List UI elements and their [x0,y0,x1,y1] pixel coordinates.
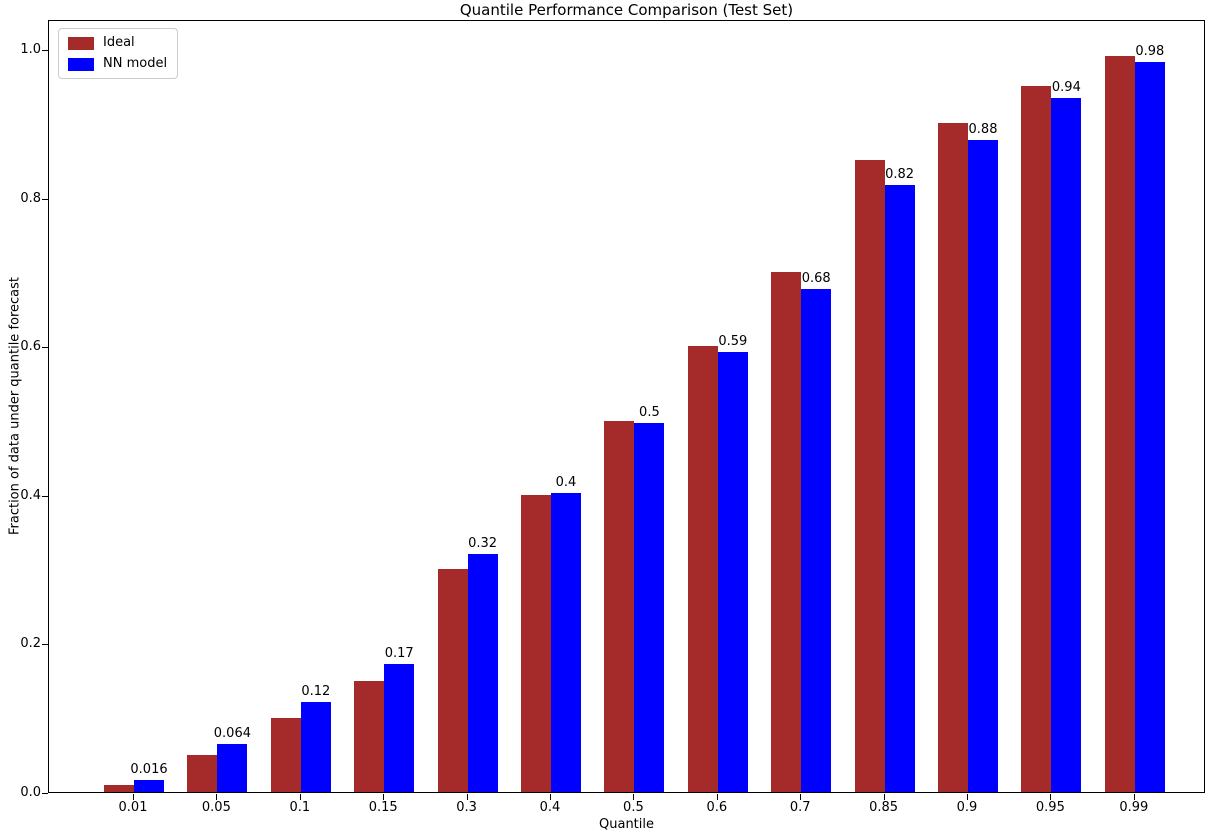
x-tick-mark [633,794,635,800]
x-tick-mark [299,794,301,800]
bar-ideal [771,271,802,792]
bar-value-label: 0.94 [1051,80,1081,96]
x-tick-mark [716,794,718,800]
bar-value-label: 0.32 [468,536,498,552]
x-tick-mark [1050,794,1052,800]
bar-nn-model [634,422,665,792]
x-tick-label: 0.7 [789,800,811,815]
bar-ideal [938,123,968,792]
x-tick-label: 0.15 [368,800,398,815]
bar-ideal [687,346,718,792]
x-tick-label: 0.5 [623,800,644,815]
bar-nn-model [1051,98,1082,792]
y-tick-mark [42,347,48,349]
bar-ideal [521,494,551,792]
bar-value-label: 0.68 [801,271,831,286]
bar-nn-model [1134,62,1165,792]
bar-value-label: 0.4 [555,474,577,490]
bar-value-label: 0.98 [1135,44,1165,60]
x-tick-label: 0.3 [456,800,477,815]
x-tick-mark [216,794,218,800]
x-axis-label: Quantile [599,817,654,832]
y-tick-label: 0.4 [20,487,41,503]
bar-value-label: 0.5 [639,404,660,420]
bar-value-label: 0.064 [213,725,251,741]
bar-ideal [187,754,218,792]
bar-value-label: 0.59 [718,334,748,350]
y-tick-mark [42,793,48,794]
bar-nn-model [884,184,915,792]
y-tick-label: 0.0 [20,785,41,800]
bar-value-label: 0.12 [301,684,331,700]
x-tick-label: 0.6 [706,800,728,815]
bar-nn-model [384,664,415,792]
bar-ideal [437,569,468,792]
chart-title: Quantile Performance Comparison (Test Se… [459,1,794,19]
bar-ideal [604,420,635,792]
legend-swatch-nn-model [68,57,94,71]
legend-label-ideal: Ideal [103,35,135,50]
x-tick-label: 0.9 [956,800,978,815]
bar-ideal [854,160,885,792]
y-tick-mark [42,50,48,51]
bar-nn-model [217,743,248,792]
bar-value-label: 0.82 [885,166,915,182]
x-tick-mark [466,794,468,800]
bar-nn-model [467,554,498,792]
bar-ideal [270,717,301,792]
legend: Ideal NN model [58,28,179,79]
y-tick-mark [42,198,48,200]
y-tick-mark [42,495,48,497]
bar-nn-model [134,780,164,792]
bar-ideal [1104,56,1135,792]
legend-label-nn-model: NN model [103,56,168,71]
x-tick-label: 0.99 [1119,800,1149,815]
x-tick-mark [383,794,385,800]
x-tick-mark [800,794,802,800]
x-tick-label: 0.95 [1035,800,1065,815]
bar-nn-model [717,352,748,792]
x-tick-label: 0.85 [869,800,899,815]
legend-swatch-ideal [68,36,94,50]
x-tick-label: 0.01 [118,800,148,815]
x-tick-mark [550,794,551,800]
bar-value-label: 0.88 [968,121,998,137]
bar-ideal [1021,86,1052,792]
plot-area: 0.016 0.064 0.12 0.17 0.32 0.4 0.5 0.59 0.68 0.82… [48,20,1205,793]
legend-item-ideal: Ideal [68,35,167,51]
bar-value-label: 0.17 [384,646,414,662]
legend-item-nn-model: NN model [68,56,167,72]
bar-nn-model [801,289,832,792]
bar-ideal [354,680,385,792]
x-tick-label: 0.05 [201,800,231,815]
x-tick-mark [883,794,885,800]
x-tick-label: 0.4 [539,800,561,815]
bar-ideal [104,784,134,792]
bar-value-label: 0.016 [130,762,168,778]
x-tick-mark [133,794,134,800]
x-tick-label: 0.1 [289,800,311,815]
x-tick-mark [1133,794,1135,800]
x-tick-mark [967,794,968,800]
bar-nn-model [300,702,331,792]
y-tick-label: 0.8 [20,190,41,206]
y-tick-mark [42,644,48,646]
y-tick-label: 1.0 [20,42,41,57]
y-tick-label: 0.6 [20,339,41,355]
y-tick-label: 0.2 [20,636,41,652]
bar-nn-model [551,492,581,792]
bar-nn-model [968,139,998,792]
